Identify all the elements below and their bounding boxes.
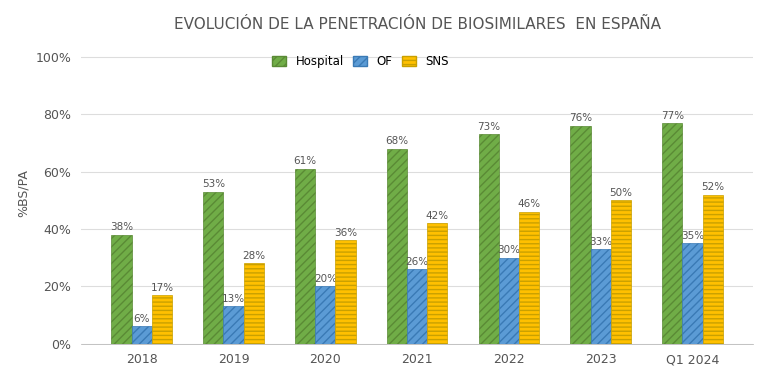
Bar bbox=[203, 192, 223, 344]
Text: 42%: 42% bbox=[426, 211, 449, 221]
Bar bbox=[407, 269, 427, 344]
Bar bbox=[315, 286, 336, 344]
Title: EVOLUCIÓN DE LA PENETRACIÓN DE BIOSIMILARES  EN ESPAÑA: EVOLUCIÓN DE LA PENETRACIÓN DE BIOSIMILA… bbox=[173, 17, 661, 32]
Text: 50%: 50% bbox=[609, 188, 632, 198]
Bar bbox=[479, 134, 499, 344]
Text: 46%: 46% bbox=[517, 200, 541, 210]
Text: 53%: 53% bbox=[202, 179, 225, 189]
Text: 61%: 61% bbox=[293, 156, 316, 167]
Text: 52%: 52% bbox=[701, 182, 725, 192]
Text: 77%: 77% bbox=[661, 111, 684, 121]
Text: 30%: 30% bbox=[497, 245, 521, 255]
Bar bbox=[702, 195, 723, 344]
Text: 68%: 68% bbox=[385, 136, 408, 146]
Bar bbox=[611, 200, 631, 344]
Text: 73%: 73% bbox=[477, 122, 500, 132]
Bar bbox=[152, 295, 172, 344]
Bar bbox=[243, 264, 264, 344]
Bar bbox=[591, 249, 611, 344]
Bar bbox=[295, 169, 315, 344]
Legend: Hospital, OF, SNS: Hospital, OF, SNS bbox=[268, 51, 453, 72]
Text: 20%: 20% bbox=[314, 274, 336, 284]
Text: 28%: 28% bbox=[242, 251, 265, 261]
Text: 36%: 36% bbox=[334, 228, 357, 238]
Bar bbox=[112, 235, 132, 344]
Bar bbox=[336, 241, 356, 344]
Text: 33%: 33% bbox=[589, 237, 612, 247]
Bar bbox=[519, 212, 539, 344]
Bar bbox=[682, 243, 702, 344]
Bar bbox=[387, 149, 407, 344]
Bar bbox=[427, 223, 447, 344]
Y-axis label: %BS/PA: %BS/PA bbox=[17, 169, 30, 217]
Text: 13%: 13% bbox=[222, 294, 245, 304]
Bar bbox=[662, 123, 682, 344]
Bar bbox=[223, 306, 243, 344]
Text: 6%: 6% bbox=[133, 314, 150, 324]
Text: 38%: 38% bbox=[110, 223, 133, 232]
Bar bbox=[132, 326, 152, 344]
Text: 17%: 17% bbox=[150, 283, 173, 293]
Text: 35%: 35% bbox=[681, 231, 704, 241]
Text: 26%: 26% bbox=[406, 257, 429, 267]
Bar bbox=[499, 258, 519, 344]
Bar bbox=[571, 126, 591, 344]
Text: 76%: 76% bbox=[569, 113, 592, 123]
